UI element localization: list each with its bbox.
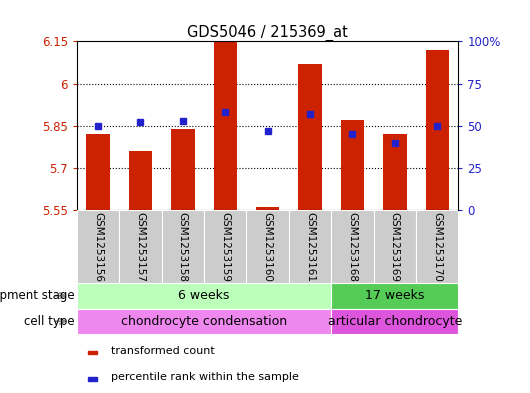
Text: chondrocyte condensation: chondrocyte condensation	[121, 315, 287, 328]
Bar	[383, 134, 407, 210]
Bar	[331, 283, 458, 309]
Text: GSM1253157: GSM1253157	[136, 213, 145, 283]
Text: GSM1253161: GSM1253161	[305, 213, 315, 283]
Text: development stage: development stage	[0, 289, 74, 302]
Text: transformed count: transformed count	[111, 346, 215, 356]
Bar	[77, 309, 331, 334]
Bar	[246, 210, 289, 283]
Text: GSM1253168: GSM1253168	[348, 213, 357, 283]
Bar	[426, 50, 449, 210]
Bar	[86, 134, 110, 210]
Text: GSM1253160: GSM1253160	[263, 213, 272, 282]
Text: GSM1253158: GSM1253158	[178, 213, 188, 283]
Bar	[171, 129, 195, 210]
Bar	[129, 151, 152, 210]
Text: articular chondrocyte: articular chondrocyte	[328, 315, 462, 328]
Bar	[289, 210, 331, 283]
Text: 6 weeks: 6 weeks	[179, 289, 229, 302]
Bar	[89, 351, 98, 354]
Text: percentile rank within the sample: percentile rank within the sample	[111, 373, 299, 382]
Bar	[77, 210, 119, 283]
Text: GSM1253156: GSM1253156	[93, 213, 103, 283]
Text: 17 weeks: 17 weeks	[365, 289, 425, 302]
Bar	[331, 210, 374, 283]
Bar	[162, 210, 204, 283]
Bar	[331, 309, 458, 334]
Title: GDS5046 / 215369_at: GDS5046 / 215369_at	[187, 25, 348, 41]
Bar	[89, 377, 98, 381]
Bar	[298, 64, 322, 210]
Text: GSM1253159: GSM1253159	[220, 213, 230, 283]
Bar	[214, 41, 237, 210]
Bar	[204, 210, 246, 283]
Bar	[341, 120, 364, 210]
Text: GSM1253169: GSM1253169	[390, 213, 400, 283]
Bar	[77, 283, 331, 309]
Bar	[119, 210, 162, 283]
Bar	[416, 210, 458, 283]
Text: GSM1253170: GSM1253170	[432, 213, 442, 282]
Bar	[374, 210, 416, 283]
Text: cell type: cell type	[23, 315, 74, 328]
Bar	[256, 208, 279, 210]
